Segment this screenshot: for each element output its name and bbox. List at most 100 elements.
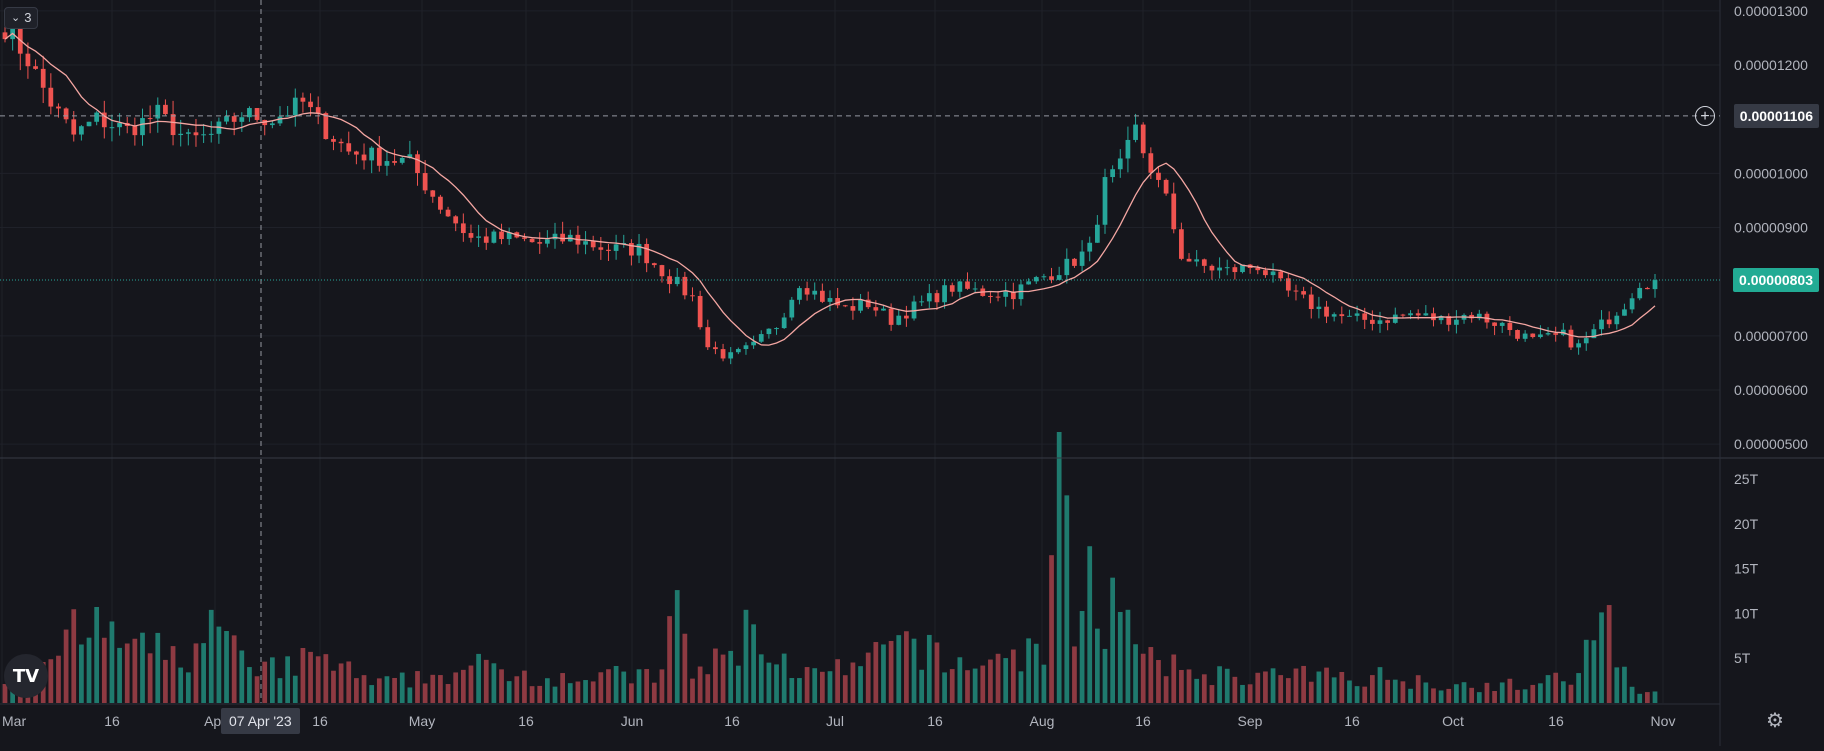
volume-bar: [71, 609, 77, 703]
candle-body: [1064, 258, 1070, 276]
candle-body: [1209, 265, 1215, 271]
candle-body: [1026, 281, 1031, 285]
volume-bar: [544, 678, 550, 703]
candle-body: [1194, 259, 1200, 262]
candle-body: [231, 116, 237, 122]
time-tick-label: Nov: [1651, 713, 1676, 729]
candle-body: [185, 132, 191, 134]
candle-body: [506, 232, 512, 240]
volume-bar: [1614, 667, 1620, 703]
candle-body: [1056, 275, 1062, 280]
time-tick-label: 16: [312, 713, 328, 729]
volume-bar: [804, 667, 810, 703]
volume-bar: [1163, 676, 1169, 703]
time-tick-label: 16: [927, 713, 943, 729]
candle-body: [1255, 267, 1261, 271]
candle-body: [1072, 258, 1077, 266]
candle-body: [972, 288, 978, 290]
volume-bar: [445, 684, 451, 703]
candle-body: [590, 241, 596, 248]
moving-average-line: [4, 32, 1656, 346]
candle-body: [911, 301, 917, 319]
candle-body: [1094, 224, 1100, 243]
candle-body: [1553, 333, 1559, 335]
volume-bar: [1369, 675, 1375, 703]
volume-bar: [94, 606, 100, 703]
volume-bar: [659, 669, 665, 703]
candle-body: [1224, 267, 1230, 269]
volume-bar: [873, 642, 879, 703]
volume-bar: [1331, 677, 1337, 703]
volume-bar: [972, 668, 978, 703]
candle-body: [1538, 334, 1543, 338]
volume-bar: [216, 626, 222, 703]
time-tick-label: 16: [104, 713, 120, 729]
plus-circle-icon[interactable]: +: [1695, 105, 1715, 126]
volume-bar: [384, 676, 390, 703]
candle-body: [1301, 291, 1306, 295]
candle-body: [1087, 242, 1093, 252]
volume-bar: [170, 646, 176, 703]
gear-icon[interactable]: ⚙: [1766, 710, 1784, 732]
candle-body: [422, 173, 428, 191]
volume-bar: [1408, 688, 1413, 703]
candle-body: [369, 147, 375, 161]
candle-body: [1316, 306, 1322, 310]
candle-body: [674, 276, 680, 285]
volume-bar: [1079, 611, 1085, 703]
volume-bar: [881, 644, 886, 703]
candle-body: [499, 231, 504, 240]
volume-bar: [1217, 666, 1222, 703]
volume-bar: [835, 659, 841, 703]
candle-body: [361, 154, 367, 161]
volume-bar: [1568, 684, 1574, 703]
volume-bar: [269, 657, 275, 703]
candle-body: [1622, 309, 1627, 316]
candle-body: [865, 299, 871, 308]
time-tick-label: Oct: [1442, 713, 1464, 729]
candle-body: [1263, 270, 1268, 276]
volume-bar: [392, 677, 397, 703]
candle-body: [934, 293, 940, 303]
volume-bar: [499, 669, 504, 703]
volume-bar: [995, 653, 1001, 703]
volume-bar: [1454, 684, 1459, 703]
candle-body: [1148, 153, 1154, 173]
candle-body: [163, 104, 168, 115]
candle-body: [758, 334, 764, 342]
volume-bar: [231, 635, 237, 703]
candle-body: [1278, 271, 1284, 279]
volume-bar: [919, 669, 925, 703]
last-price-label: 0.00000803: [1733, 268, 1819, 293]
tradingview-logo[interactable]: TV: [4, 654, 48, 698]
volume-bar: [79, 644, 84, 703]
candle-body: [904, 315, 909, 319]
candle-body: [651, 263, 657, 266]
collapse-indicators-button[interactable]: ⌄ 3: [4, 7, 39, 29]
candle-body: [1530, 333, 1536, 338]
volume-bar: [911, 638, 917, 703]
volume-bar: [842, 675, 848, 703]
volume-bar: [453, 672, 459, 703]
candle-body: [1133, 124, 1138, 140]
volume-bar: [1255, 672, 1261, 703]
candle-body: [1576, 343, 1581, 348]
candle-body: [1392, 314, 1398, 323]
volume-tick-label: 20T: [1734, 516, 1759, 532]
volume-bar: [117, 647, 122, 703]
volume-bar: [797, 678, 802, 703]
candle-body: [1454, 319, 1459, 325]
crosshair-price-label: 0.00001106: [1733, 103, 1819, 128]
volume-bar: [980, 665, 986, 703]
candle-body: [48, 87, 54, 107]
volume-bar: [1263, 671, 1268, 703]
candle-body: [468, 233, 474, 238]
volume-bar: [690, 678, 695, 703]
candle-body: [1476, 313, 1482, 319]
candle-body: [1652, 280, 1658, 290]
volume-bar: [1576, 673, 1581, 703]
volume-bar: [552, 686, 558, 703]
